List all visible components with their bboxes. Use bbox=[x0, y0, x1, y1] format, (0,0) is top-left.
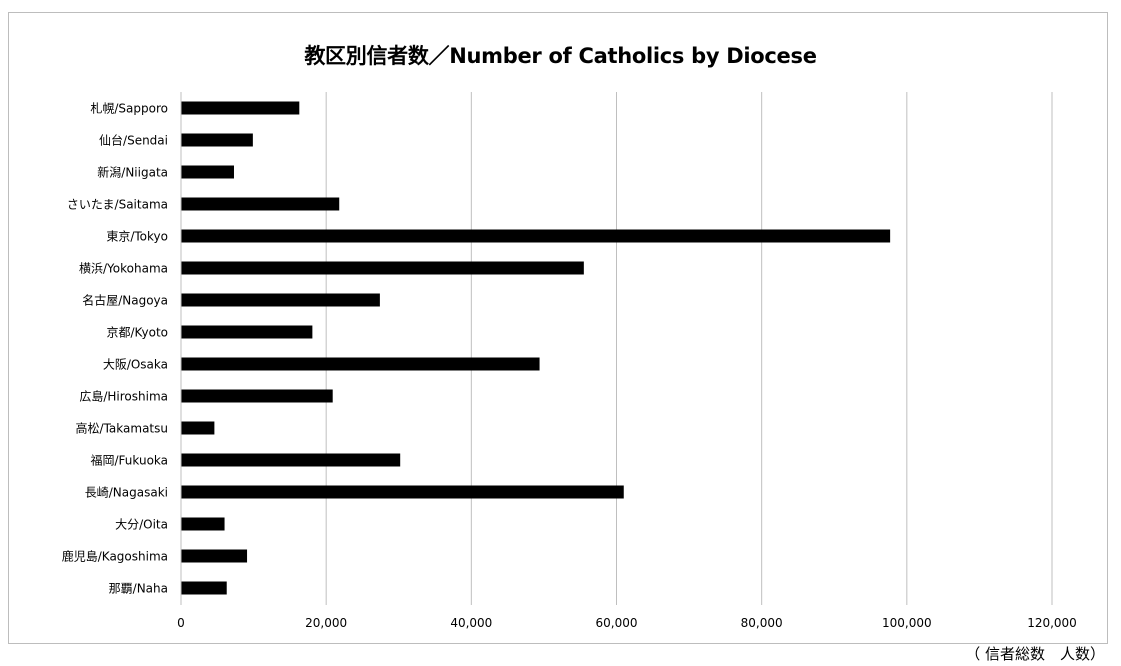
bars bbox=[181, 101, 891, 595]
bar bbox=[181, 197, 340, 211]
chart-frame bbox=[8, 12, 1108, 644]
category-label: 札幌/Sapporo bbox=[90, 101, 168, 116]
category-label: 仙台/Sendai bbox=[99, 133, 168, 148]
bar bbox=[181, 549, 248, 563]
category-label: さいたま/Saitama bbox=[67, 198, 168, 212]
bar bbox=[181, 453, 401, 467]
bar bbox=[181, 293, 380, 307]
x-tick-label: 40,000 bbox=[450, 616, 492, 630]
category-label: 横浜/Yokohama bbox=[79, 262, 168, 276]
x-tick-label: 60,000 bbox=[596, 616, 638, 630]
bar bbox=[181, 133, 253, 147]
x-tick-label: 100,000 bbox=[882, 616, 932, 630]
gridlines bbox=[325, 92, 1053, 605]
bar bbox=[181, 389, 333, 403]
bar bbox=[181, 165, 234, 179]
x-tick-label: 0 bbox=[177, 616, 185, 630]
category-label: 新潟/Niigata bbox=[97, 165, 168, 180]
category-label: 広島/Hiroshima bbox=[79, 389, 168, 404]
category-label: 福岡/Fukuoka bbox=[90, 453, 168, 468]
category-label: 東京/Tokyo bbox=[106, 230, 168, 244]
unit-note: （ 信者総数 人数） bbox=[965, 645, 1105, 663]
x-tick-label: 80,000 bbox=[741, 616, 783, 630]
bar bbox=[181, 325, 313, 339]
bar bbox=[181, 261, 584, 275]
x-tick-label: 20,000 bbox=[305, 616, 347, 630]
category-labels: 札幌/Sapporo 仙台/Sendai 新潟/Niigata さいたま/Saitam… bbox=[62, 101, 168, 596]
bar bbox=[181, 101, 300, 115]
bar bbox=[181, 357, 540, 371]
x-tick-label: 120,000 bbox=[1027, 616, 1077, 630]
category-label: 名古屋/Nagoya bbox=[82, 293, 168, 308]
category-label: 鹿児島/Kagoshima bbox=[62, 549, 168, 564]
category-label: 大阪/Osaka bbox=[103, 358, 168, 372]
bar bbox=[181, 485, 624, 499]
category-label: 大分/Oita bbox=[115, 518, 168, 532]
category-label: 高松/Takamatsu bbox=[76, 421, 168, 436]
category-label: 京都/Kyoto bbox=[106, 326, 168, 340]
category-label: 長崎/Nagasaki bbox=[85, 486, 168, 500]
category-label: 那覇/Naha bbox=[109, 582, 168, 596]
bar bbox=[181, 421, 215, 435]
bar bbox=[181, 581, 227, 595]
bar bbox=[181, 229, 891, 243]
bar bbox=[181, 517, 225, 531]
x-tick-labels: 0 20,000 40,000 60,000 80,000 100,000 120,000 bbox=[177, 616, 1077, 630]
chart-title: 教区別信者数／Number of Catholics by Diocese bbox=[304, 44, 817, 68]
